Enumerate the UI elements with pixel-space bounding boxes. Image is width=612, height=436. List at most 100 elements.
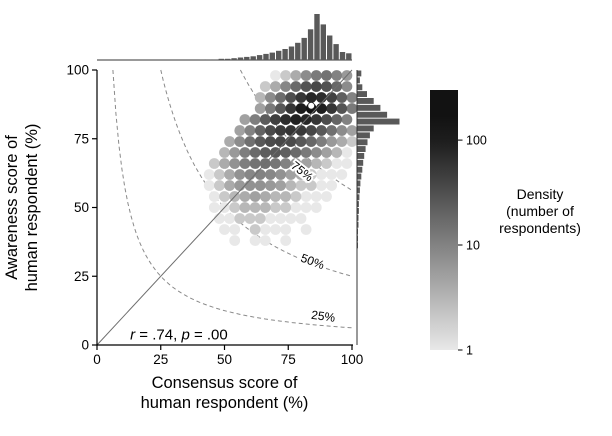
- top-hist-bar: [295, 42, 301, 60]
- right-hist-bar: [357, 166, 363, 173]
- hex-cell: [239, 114, 251, 125]
- hex-cell: [295, 136, 307, 147]
- annotation-part: = .74,: [135, 327, 181, 344]
- x-axis-title: human respondent (%): [141, 394, 309, 412]
- top-hist-bar: [269, 52, 275, 60]
- hex-cell: [326, 92, 337, 103]
- y-tick-label: 50: [74, 200, 89, 215]
- hex-cell: [310, 202, 322, 213]
- top-marginal-hist: [97, 14, 352, 61]
- hex-cell: [208, 191, 220, 202]
- hex-cell: [259, 235, 271, 246]
- x-tick-label: 50: [217, 352, 232, 367]
- right-hist-bar: [357, 221, 359, 228]
- hex-cell: [244, 213, 256, 224]
- hex-cell: [254, 169, 266, 180]
- hex-cell: [239, 202, 251, 213]
- hex-cell: [295, 125, 307, 136]
- top-hist-bar: [282, 49, 288, 60]
- right-hist-bar: [357, 118, 400, 125]
- right-hist-bar: [357, 208, 359, 214]
- hex-cell: [285, 169, 297, 180]
- right-hist-bar: [357, 194, 360, 201]
- hex-cell: [341, 147, 353, 158]
- hex-cell: [229, 235, 241, 246]
- colorbar-ramp: [430, 90, 458, 350]
- hex-cell: [346, 92, 358, 103]
- top-hist-bar: [237, 57, 244, 60]
- right-hist-bar: [357, 228, 358, 235]
- colorbar-tick-label: 100: [466, 134, 487, 148]
- hex-cell: [249, 202, 261, 213]
- hex-cell: [229, 224, 241, 235]
- hex-cell: [259, 191, 271, 202]
- hex-cell: [249, 114, 261, 125]
- y-tick-label: 0: [81, 338, 89, 353]
- right-hist-bar: [357, 146, 366, 152]
- hex-cell: [249, 147, 261, 158]
- top-hist-bar: [199, 59, 205, 60]
- right-hist-bar: [357, 153, 365, 159]
- x-tick-label: 100: [341, 352, 364, 367]
- top-hist-bar: [346, 53, 352, 60]
- right-hist-bar: [357, 187, 360, 194]
- hex-cell: [326, 169, 337, 180]
- hex-cell: [321, 114, 332, 125]
- hex-cell: [336, 169, 348, 180]
- hex-cell: [316, 136, 327, 147]
- hex-cell: [280, 70, 292, 81]
- top-hist-bar: [320, 24, 326, 60]
- top-hist-bar: [263, 53, 269, 60]
- hex-cell: [285, 125, 297, 136]
- hex-cell: [310, 158, 322, 169]
- hex-cell: [259, 224, 271, 235]
- hex-cell: [305, 180, 317, 191]
- hex-cell: [254, 103, 266, 114]
- peak-marker: [307, 101, 316, 110]
- hex-cell: [234, 169, 246, 180]
- y-tick-label: 25: [74, 269, 89, 284]
- hex-cell: [259, 202, 271, 213]
- hex-cell: [310, 114, 322, 125]
- hex-cell: [326, 103, 337, 114]
- top-hist-bar: [276, 50, 282, 60]
- right-hist-bar: [357, 159, 364, 166]
- right-hist-bar: [357, 125, 374, 132]
- hex-cell: [300, 158, 312, 169]
- hex-cell: [265, 169, 276, 180]
- hex-cell: [265, 136, 276, 147]
- right-hist-bar: [357, 84, 363, 91]
- hex-cell: [254, 92, 266, 103]
- right-hist-bar: [357, 180, 361, 187]
- hex-cell: [280, 81, 292, 92]
- hex-cell: [321, 81, 332, 92]
- hex-cell: [280, 147, 292, 158]
- colorbar-title: Density: [517, 186, 564, 202]
- hex-cell: [249, 235, 261, 246]
- hex-cell: [346, 125, 358, 136]
- hex-cell: [270, 158, 281, 169]
- hex-cell: [290, 147, 302, 158]
- hex-cell: [254, 213, 266, 224]
- right-hist-bar: [357, 173, 362, 180]
- hex-cell: [234, 125, 246, 136]
- correlation-annotation: r = .74, p = .00: [130, 327, 228, 344]
- right-hist-bar: [357, 77, 360, 84]
- hex-cell: [305, 125, 317, 136]
- top-hist-bar: [205, 59, 212, 60]
- annotation-part: r: [130, 327, 136, 344]
- hex-cell: [285, 180, 297, 191]
- hex-cell: [275, 136, 286, 147]
- hex-cell: [224, 169, 236, 180]
- hex-cell: [254, 136, 266, 147]
- hex-cell: [275, 92, 286, 103]
- top-hist-bar: [231, 58, 237, 60]
- contour-curve-25%: [112, 69, 353, 329]
- hex-cell: [244, 169, 256, 180]
- x-tick-label: 25: [153, 352, 168, 367]
- right-hist-bar: [357, 132, 370, 139]
- hex-cell: [285, 103, 297, 114]
- hex-cell: [295, 180, 307, 191]
- top-hist-bar: [307, 29, 314, 60]
